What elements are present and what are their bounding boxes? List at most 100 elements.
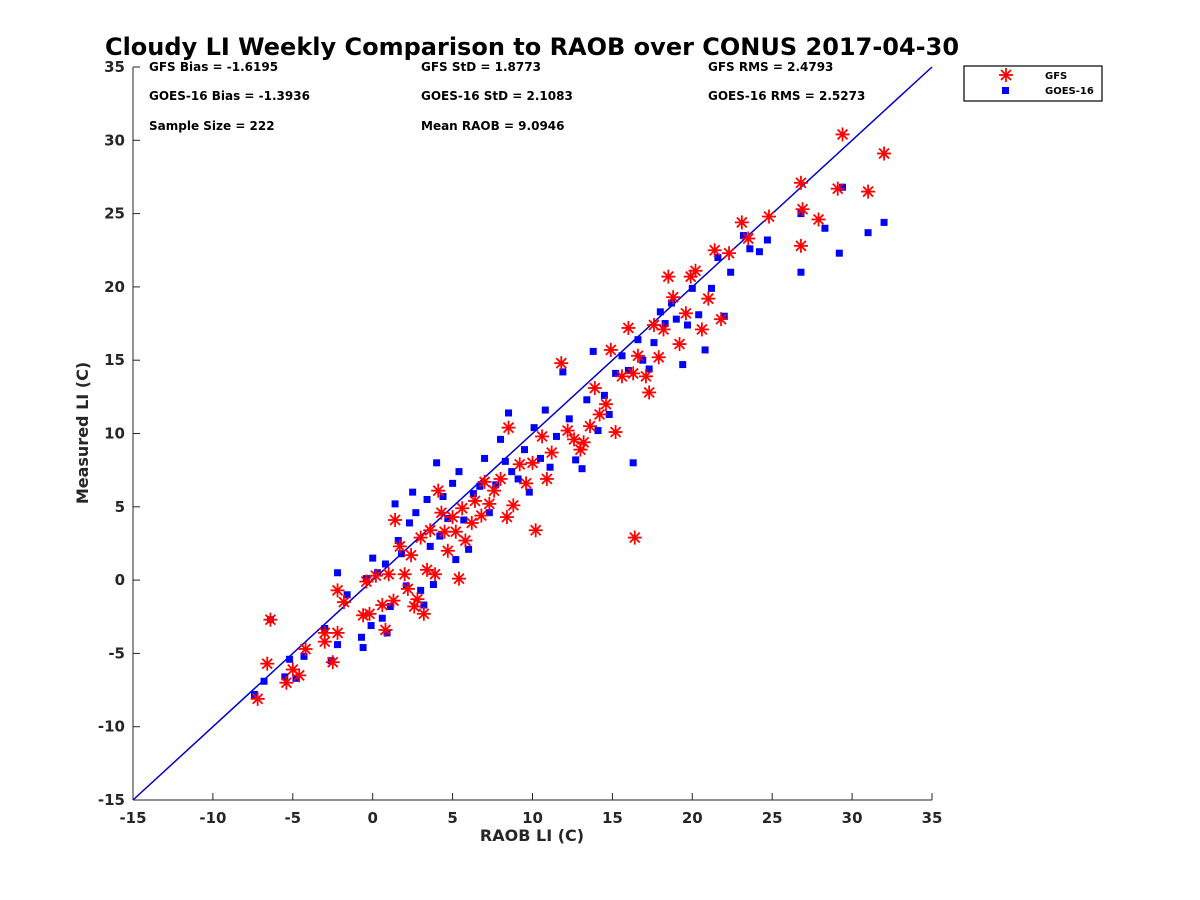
goes16-point — [358, 633, 366, 641]
gfs-point — [830, 181, 845, 196]
gfs-point — [544, 445, 559, 460]
gfs-point — [416, 606, 431, 621]
gfs-point — [410, 592, 425, 607]
gfs-point — [811, 212, 826, 227]
gfs-point — [336, 595, 351, 610]
x-tick-label: -10 — [199, 809, 226, 827]
gfs-point — [407, 599, 422, 614]
goes16-point — [755, 248, 763, 256]
legend: GFS GOES-16 — [963, 65, 1103, 102]
goes16-point — [797, 210, 805, 218]
goes16-point — [369, 554, 377, 562]
goes16-point — [373, 569, 381, 577]
goes16-point — [281, 673, 289, 681]
x-tick-label: 30 — [842, 809, 863, 827]
goes16-point — [594, 427, 602, 435]
goes16-point — [618, 352, 626, 360]
gfs-point — [567, 432, 582, 447]
goes16-point — [688, 284, 696, 292]
goes16-point — [465, 545, 473, 553]
gfs-point — [477, 474, 492, 489]
gfs-point — [666, 290, 681, 305]
goes16-point — [695, 311, 703, 319]
legend-gfs-label: GFS — [1045, 71, 1067, 82]
goes16-point — [334, 569, 342, 577]
legend-goes-marker — [1002, 87, 1009, 94]
goes16-point — [864, 229, 872, 237]
gfs-point — [413, 530, 428, 545]
gfs-point — [482, 496, 497, 511]
x-tick-label: -5 — [284, 809, 301, 827]
goes16-point — [714, 254, 722, 262]
gfs-point — [672, 337, 687, 352]
gfs-point — [448, 524, 463, 539]
goes16-point — [260, 677, 268, 685]
gfs-point — [707, 243, 722, 258]
goes16-point — [701, 346, 709, 354]
goes16-point — [514, 475, 522, 483]
goes16-point — [417, 586, 425, 594]
goes16-point — [394, 537, 402, 545]
gfs-point — [330, 625, 345, 640]
gfs-point — [451, 571, 466, 586]
gfs-point — [445, 510, 460, 525]
goes16-point — [492, 481, 500, 489]
gfs-point — [701, 291, 716, 306]
y-tick-label: 0 — [115, 571, 125, 589]
y-tick-label: 5 — [115, 498, 125, 516]
gfs-point — [512, 457, 527, 472]
goes16-point — [650, 339, 658, 347]
gfs-point — [375, 598, 390, 613]
goes16-point — [835, 249, 843, 257]
gfs-bias-stat: GFS Bias = -1.6195 — [149, 60, 278, 74]
goes16-point — [612, 369, 620, 377]
goes16-point — [455, 468, 463, 476]
goes16-point — [386, 602, 394, 610]
gfs-point — [793, 175, 808, 190]
goes16-point — [684, 321, 692, 329]
gfs-point — [678, 306, 693, 321]
data-points — [250, 127, 892, 706]
goes16-point — [286, 655, 294, 663]
goes16-point — [397, 550, 405, 558]
gfs-point — [861, 184, 876, 199]
goes16-point — [444, 515, 452, 523]
y-axis-label: Measured LI (C) — [73, 362, 92, 504]
gfs-point — [626, 366, 641, 381]
gfs-point — [263, 612, 278, 627]
legend-box — [963, 65, 1103, 102]
goes16-point — [481, 454, 489, 462]
gfs-point — [458, 533, 473, 548]
gfs-point — [694, 322, 709, 337]
y-tick-label: 35 — [104, 58, 125, 76]
goes16-point — [583, 396, 591, 404]
legend-gfs-marker — [999, 68, 1013, 82]
gfs-point — [734, 215, 749, 230]
gfs-point — [688, 263, 703, 278]
gfs-point — [621, 320, 636, 335]
goes16-point — [391, 500, 399, 508]
x-tick-label: 0 — [367, 809, 377, 827]
gfs-point — [651, 350, 666, 365]
goes16-point — [661, 320, 669, 328]
goes16-point — [839, 183, 847, 191]
goes16-point — [546, 463, 554, 471]
goes16-point — [552, 432, 560, 440]
goes16-point — [383, 629, 391, 637]
y-tick-label: 20 — [104, 278, 125, 296]
gfs-point — [317, 634, 332, 649]
goes16-point — [405, 519, 413, 527]
goes16-point — [541, 406, 549, 414]
goes16-point — [460, 516, 468, 524]
goes16-point — [334, 641, 342, 649]
axis-ticks: -15 -10 -5 0 5 10 15 20 25 30 35 -15 -10 -5 0 5 10 15 20 25… — [98, 58, 943, 827]
goes16-point — [530, 424, 538, 432]
goes16-point — [679, 361, 687, 369]
goes16-point — [300, 652, 308, 660]
x-tick-label: 25 — [762, 809, 783, 827]
goes16-point — [821, 224, 829, 232]
gfs-point — [722, 246, 737, 261]
x-tick-label: 15 — [602, 809, 623, 827]
gfs-point — [599, 397, 614, 412]
gfs-point — [638, 369, 653, 384]
